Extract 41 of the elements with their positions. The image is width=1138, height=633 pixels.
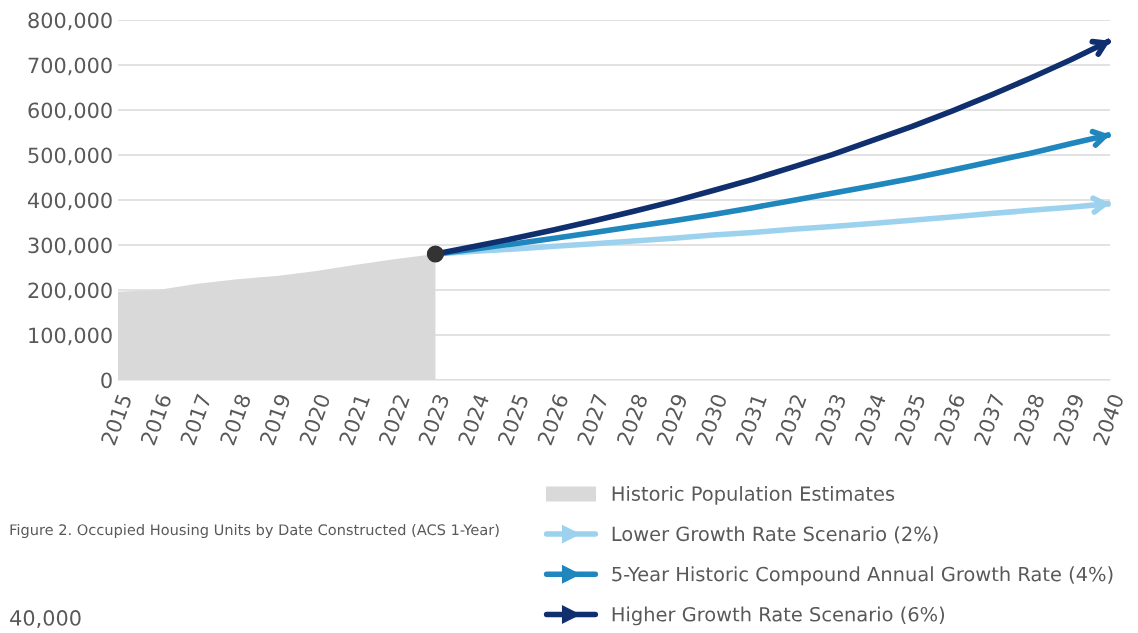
x-tick-label: 2032 <box>774 393 807 446</box>
x-tick-label: 2034 <box>854 393 887 446</box>
y-tick-label: 500,000 <box>28 147 112 166</box>
x-tick-label: 2018 <box>219 393 252 446</box>
x-tick-label: 2015 <box>100 393 133 446</box>
x-tick-label: 2022 <box>378 393 410 446</box>
x-tick-label: 2037 <box>973 393 1006 446</box>
y-tick-label: 600,000 <box>28 102 112 121</box>
x-tick-label: 2040 <box>1092 393 1125 446</box>
y-tick-label: 800,000 <box>28 12 112 31</box>
x-tick-label: 2025 <box>497 393 529 446</box>
legend-label: Lower Growth Rate Scenario (2%) <box>612 526 938 544</box>
legend-label: 5-Year Historic Compound Annual Growth Rate (4%) <box>612 566 1113 586</box>
text: 40,000 <box>10 610 81 628</box>
x-tick-label: 2016 <box>140 393 172 446</box>
y-tick-label: 300,000 <box>28 237 112 256</box>
y-tick-label: 0 <box>101 372 112 389</box>
y-tick-label: 700,000 <box>28 57 112 76</box>
x-tick-label: 2021 <box>338 393 371 446</box>
y-tick-label: 400,000 <box>28 192 112 211</box>
x-tick-label: 2036 <box>933 393 966 446</box>
x-tick-label: 2029 <box>655 393 688 446</box>
x-tick-label: 2028 <box>616 393 649 446</box>
x-tick-label: 2019 <box>259 393 291 446</box>
x-tick-label: 2033 <box>814 393 847 446</box>
y-tick-label: 200,000 <box>28 282 112 301</box>
x-tick-label: 2039 <box>1052 393 1085 446</box>
x-tick-label: 2038 <box>1012 393 1045 446</box>
x-tick-label: 2030 <box>695 393 728 446</box>
x-tick-label: 2020 <box>298 393 331 446</box>
y-tick-label: 100,000 <box>29 327 112 346</box>
x-tick-label: 2035 <box>893 393 926 446</box>
x-tick-label: 2026 <box>536 393 569 446</box>
x-tick-label: 2024 <box>457 393 490 446</box>
caption: Figure 2. Occupied Housing Units by Date Constructed (ACS 1-Year) <box>10 523 499 539</box>
legend-label: Higher Growth Rate Scenario (6%) <box>612 606 945 626</box>
x-tick-label: 2023 <box>417 393 450 446</box>
x-tick-label: 2027 <box>576 393 609 446</box>
x-tick-label: 2017 <box>179 393 212 446</box>
x-tick-label: 2031 <box>735 393 767 446</box>
legend-label: Historic Population Estimates <box>612 485 895 505</box>
